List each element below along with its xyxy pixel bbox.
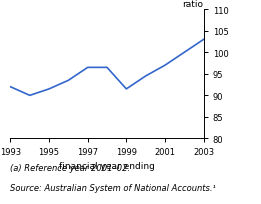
Text: ratio: ratio (183, 0, 204, 9)
Text: (a) Reference year 2001–02.: (a) Reference year 2001–02. (10, 163, 130, 172)
Text: Source: Australian System of National Accounts.¹: Source: Australian System of National Ac… (10, 184, 216, 193)
X-axis label: financial year ending: financial year ending (59, 161, 155, 170)
